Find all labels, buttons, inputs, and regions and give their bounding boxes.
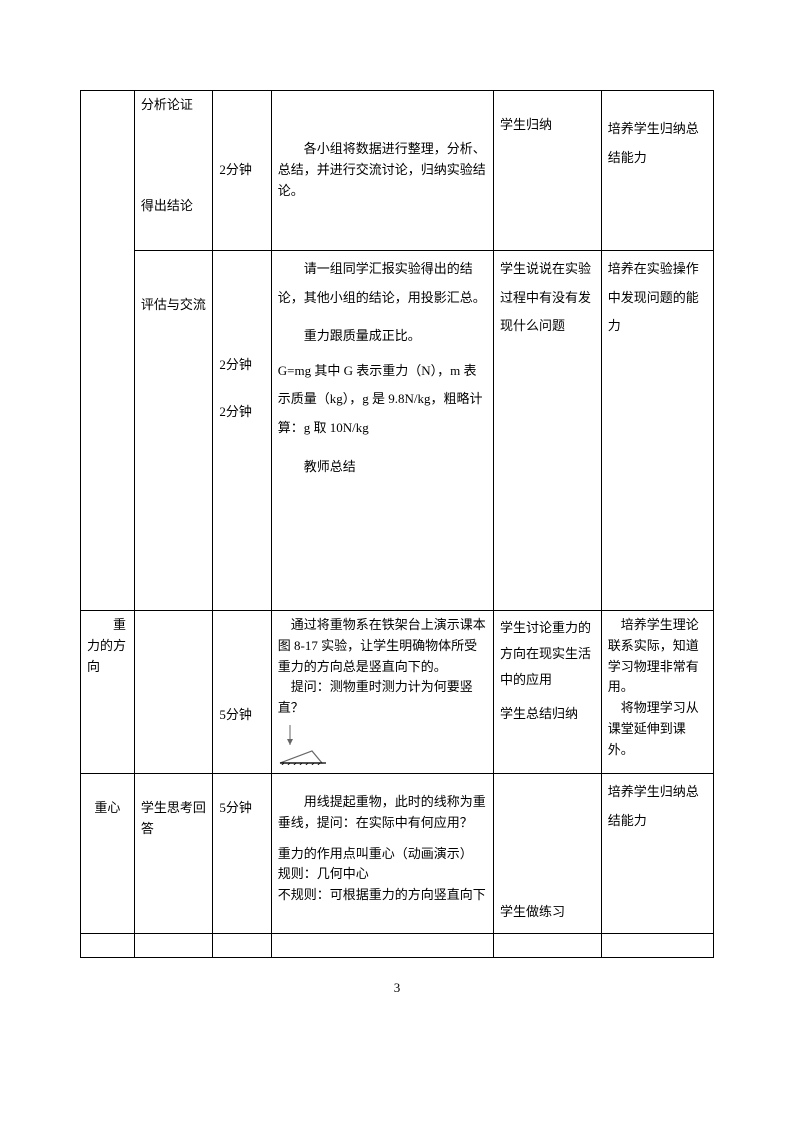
- cell-purpose: 培养在实验操作中发现问题的能力: [601, 251, 713, 611]
- substage-text: 学生思考回答: [141, 798, 207, 840]
- table-row: 重 力的方向 5分钟 通过将重物系在铁架台上演示课本图 8-17 实验，让学生明…: [81, 611, 714, 774]
- purpose-text: 培养学生归纳总结能力: [608, 778, 707, 835]
- cell-substage: 评估与交流: [134, 251, 213, 611]
- student-text: 学生做练习: [500, 902, 595, 923]
- cell-purpose: [601, 933, 713, 957]
- cell-substage: [134, 611, 213, 774]
- cell-activity: [271, 933, 493, 957]
- cell-purpose: 培养学生归纳总结能力: [601, 91, 713, 251]
- cell-stage: 重 力的方向: [81, 611, 135, 774]
- purpose-text-a: 培养学生理论联系实际，知道学习物理非常有用。: [608, 615, 707, 698]
- cell-activity: 各小组将数据进行整理，分析、总结，并进行交流讨论，归纳实验结论。: [271, 91, 493, 251]
- cell-purpose: 培养学生归纳总结能力: [601, 773, 713, 933]
- cell-purpose: 培养学生理论联系实际，知道学习物理非常有用。 将物理学习从课堂延伸到课外。: [601, 611, 713, 774]
- cell-substage: 学生思考回答: [134, 773, 213, 933]
- page-number: 3: [80, 978, 714, 999]
- student-text-a: 学生讨论重力的方向在现实生活中的应用: [500, 615, 595, 693]
- cell-time: 5分钟: [213, 611, 271, 774]
- purpose-text-b: 将物理学习从课堂延伸到课外。: [608, 698, 707, 760]
- time-text-b: 2分钟: [219, 402, 264, 423]
- student-text: 学生说说在实验过程中有没有发现什么问题: [500, 255, 595, 341]
- table-row: [81, 933, 714, 957]
- cell-student: 学生说说在实验过程中有没有发现什么问题: [494, 251, 602, 611]
- activity-text-a: 通过将重物系在铁架台上演示课本图 8-17 实验，让学生明确物体所受重力的方向总…: [278, 615, 487, 677]
- student-text-b: 学生总结归纳: [500, 701, 595, 727]
- cell-activity: 通过将重物系在铁架台上演示课本图 8-17 实验，让学生明确物体所受重力的方向总…: [271, 611, 493, 774]
- plumb-diagram: [278, 723, 487, 765]
- stage-text: 重: [87, 615, 128, 636]
- activity-text-b: 重力跟质量成正比。: [278, 322, 487, 351]
- cell-student: 学生做练习: [494, 773, 602, 933]
- purpose-text: 培养在实验操作中发现问题的能力: [608, 255, 707, 341]
- cell-stage: 重心: [81, 773, 135, 933]
- table-row: 分析论证 得出结论 2分钟 各小组将数据进行整理，分析、总结，并进行交流讨论，归…: [81, 91, 714, 251]
- time-text: 5分钟: [219, 798, 264, 819]
- cell-activity: 用线提起重物，此时的线称为重垂线，提问：在实际中有何应用？ 重力的作用点叫重心（…: [271, 773, 493, 933]
- stage-text: 重心: [87, 798, 128, 819]
- cell-time: [213, 933, 271, 957]
- activity-text-b: 提问：测物重时测力计为何要竖直？: [278, 677, 487, 719]
- cell-student: 学生归纳: [494, 91, 602, 251]
- table-row: 重心 学生思考回答 5分钟 用线提起重物，此时的线称为重垂线，提问：在实际中有何…: [81, 773, 714, 933]
- cell-student: [494, 933, 602, 957]
- activity-text-b: 重力的作用点叫重心（动画演示）: [278, 844, 487, 865]
- cell-student: 学生讨论重力的方向在现实生活中的应用 学生总结归纳: [494, 611, 602, 774]
- cell-time: 5分钟: [213, 773, 271, 933]
- cell-substage: 分析论证 得出结论: [134, 91, 213, 251]
- substage-text-a: 分析论证: [141, 95, 207, 116]
- student-text: 学生归纳: [500, 115, 595, 136]
- time-text: 5分钟: [219, 705, 264, 726]
- activity-text-a: 请一组同学汇报实验得出的结论，其他小组的结论，用投影汇总。: [278, 255, 487, 312]
- cell-time: 2分钟 2分钟: [213, 251, 271, 611]
- activity-text-c: 规则：几何中心: [278, 864, 487, 885]
- cell-stage: [81, 91, 135, 611]
- substage-text-b: 得出结论: [141, 196, 207, 217]
- time-text-a: 2分钟: [219, 355, 264, 376]
- activity-text-c: G=mg 其中 G 表示重力（N），m 表示质量（kg），g 是 9.8N/kg…: [278, 357, 487, 443]
- table-row: 评估与交流 2分钟 2分钟 请一组同学汇报实验得出的结论，其他小组的结论，用投影…: [81, 251, 714, 611]
- activity-text-a: 用线提起重物，此时的线称为重垂线，提问：在实际中有何应用？: [278, 792, 487, 834]
- time-text: 2分钟: [219, 160, 264, 181]
- cell-time: 2分钟: [213, 91, 271, 251]
- substage-text: 评估与交流: [141, 295, 207, 316]
- activity-text-d: 教师总结: [278, 453, 487, 482]
- stage-text-rest: 力的方向: [87, 638, 126, 674]
- cell-stage: [81, 933, 135, 957]
- purpose-text: 培养学生归纳总结能力: [608, 115, 707, 172]
- cell-activity: 请一组同学汇报实验得出的结论，其他小组的结论，用投影汇总。 重力跟质量成正比。 …: [271, 251, 493, 611]
- cell-substage: [134, 933, 213, 957]
- lesson-plan-table: 分析论证 得出结论 2分钟 各小组将数据进行整理，分析、总结，并进行交流讨论，归…: [80, 90, 714, 958]
- activity-text: 各小组将数据进行整理，分析、总结，并进行交流讨论，归纳实验结论。: [278, 139, 487, 201]
- activity-text-d: 不规则：可根据重力的方向竖直向下: [278, 885, 487, 906]
